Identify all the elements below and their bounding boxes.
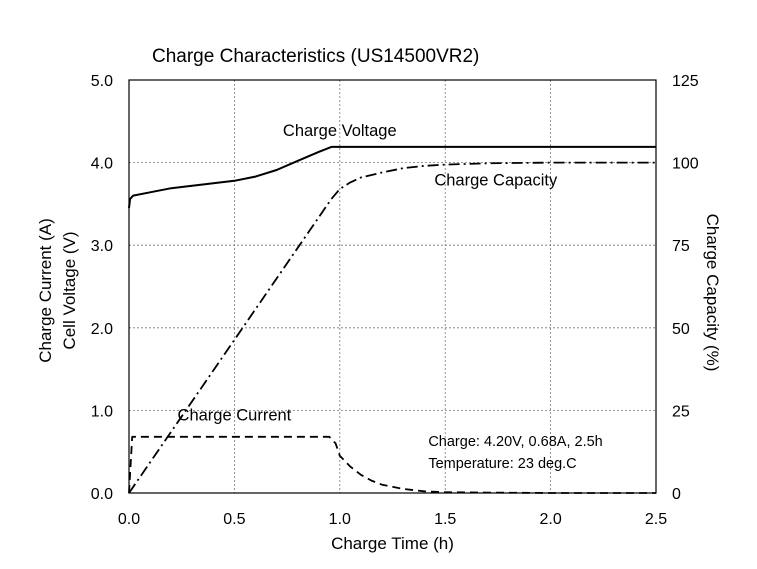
annotation-text: Temperature: 23 deg.C bbox=[428, 456, 576, 472]
x-tick-label: 2.5 bbox=[645, 511, 667, 528]
x-tick-label: 0.5 bbox=[223, 511, 245, 528]
x-tick-label: 1.0 bbox=[329, 511, 351, 528]
x-axis-label: Charge Time (h) bbox=[331, 534, 454, 553]
y-left-tick-label: 5.0 bbox=[91, 73, 113, 90]
x-tick-label: 1.5 bbox=[434, 511, 456, 528]
tick-labels: 0.0 0.5 1.0 1.5 2.0 2.5 0.0 1.0 2.0 3.0 4.0 5.0 0 25 5… bbox=[91, 73, 699, 528]
x-tick-label: 2.0 bbox=[539, 511, 561, 528]
y-left-tick-label: 0.0 bbox=[91, 486, 113, 503]
series-layer bbox=[128, 145, 656, 494]
series-charge-capacity bbox=[128, 161, 656, 494]
plot-frame bbox=[128, 79, 657, 494]
y-right-tick-label: 125 bbox=[672, 73, 699, 90]
y-right-tick-label: 100 bbox=[672, 156, 699, 173]
annotation-text: Charge Voltage bbox=[283, 122, 397, 140]
annotations: Charge Voltage Charge Capacity Charge Curr… bbox=[178, 122, 603, 472]
y-right-tick-label: 75 bbox=[672, 238, 690, 255]
y-right-tick-label: 50 bbox=[672, 321, 690, 338]
annotation-text: Charge: 4.20V, 0.68A, 2.5h bbox=[428, 434, 602, 450]
y-left-tick-label: 2.0 bbox=[91, 321, 113, 338]
y-left-tick-label: 4.0 bbox=[91, 156, 113, 173]
y-left-tick-label: 1.0 bbox=[91, 403, 113, 420]
series-charge-current bbox=[128, 435, 656, 494]
y-left-tick-label: 3.0 bbox=[91, 238, 113, 255]
y-axis-right-label: Charge Capacity (%) bbox=[703, 214, 722, 372]
gridlines bbox=[129, 80, 656, 493]
y-right-tick-label: 25 bbox=[672, 403, 690, 420]
annotation-text: Charge Capacity bbox=[434, 172, 558, 190]
chart-title: Charge Characteristics (US14500VR2) bbox=[152, 46, 479, 67]
annotation-text: Charge Current bbox=[178, 406, 292, 424]
y-axis-left-label-current: Charge Current (A) bbox=[36, 218, 55, 363]
series-charge-voltage bbox=[128, 145, 656, 209]
y-axis-left-label-voltage: Cell Voltage (V) bbox=[60, 231, 79, 349]
y-right-tick-label: 0 bbox=[672, 486, 681, 503]
x-tick-label: 0.0 bbox=[118, 511, 140, 528]
